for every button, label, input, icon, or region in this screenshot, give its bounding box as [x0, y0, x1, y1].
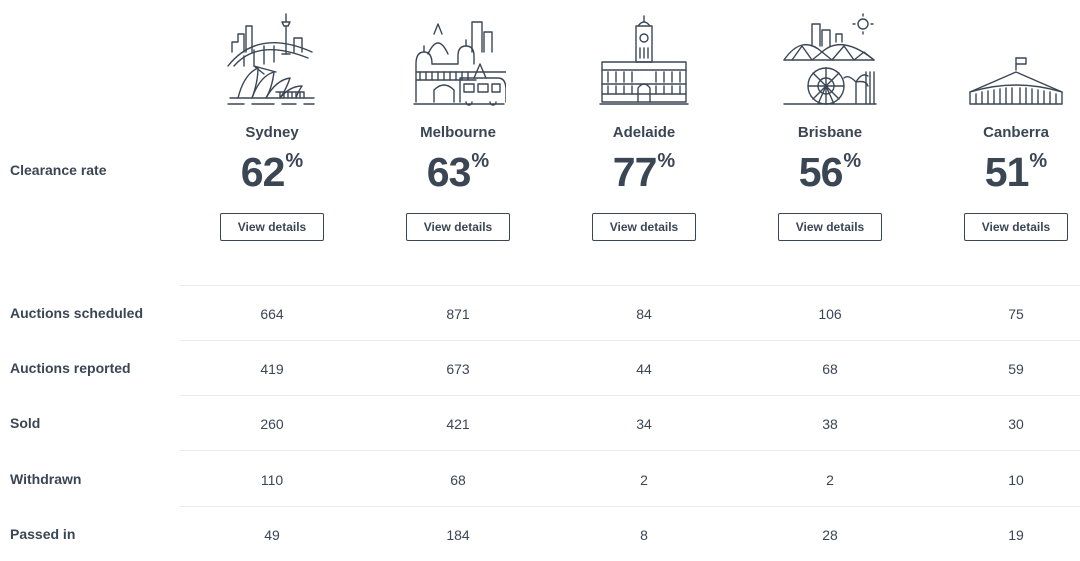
rate-number: 56	[798, 149, 844, 195]
row-divider	[180, 285, 1080, 286]
clearance-rate-value: 77%	[549, 148, 739, 196]
row-label: Passed in	[10, 526, 76, 542]
table-cell: 68	[822, 361, 838, 377]
table-cell: 2	[826, 472, 834, 488]
table-cell: 2	[640, 472, 648, 488]
table-cell: 38	[822, 416, 838, 432]
city-name: Adelaide	[612, 124, 676, 141]
row-divider	[180, 340, 1080, 341]
table-cell: 419	[260, 361, 284, 377]
rate-number: 77	[612, 149, 658, 195]
city-column-brisbane: Brisbane 56% View details	[735, 0, 925, 260]
view-details-button-brisbane[interactable]: View details	[778, 213, 882, 241]
city-name: Canberra	[983, 124, 1049, 141]
table-cell: 664	[260, 306, 284, 322]
table-cell: 110	[260, 472, 284, 488]
adelaide-townhall-icon	[596, 12, 692, 108]
canberra-parliament-icon	[968, 12, 1064, 108]
melbourne-skyline-icon	[410, 12, 506, 108]
table-cell: 30	[1008, 416, 1024, 432]
table-cell: 8	[640, 527, 648, 543]
rate-number: 63	[426, 149, 472, 195]
table-cell: 34	[636, 416, 652, 432]
row-label: Sold	[10, 415, 41, 431]
table-cell: 28	[822, 527, 838, 543]
table-cell: 59	[1008, 361, 1024, 377]
brisbane-skyline-icon	[782, 12, 878, 108]
row-label: Withdrawn	[10, 471, 82, 487]
table-cell: 49	[264, 527, 280, 543]
table-cell: 68	[450, 472, 466, 488]
table-cell: 44	[636, 361, 652, 377]
view-details-button-melbourne[interactable]: View details	[406, 213, 510, 241]
row-divider	[180, 395, 1080, 396]
table-cell: 84	[636, 306, 652, 322]
city-column-melbourne: Melbourne 63% View details	[363, 0, 553, 260]
rate-number: 62	[240, 149, 286, 195]
view-details-button-sydney[interactable]: View details	[220, 213, 324, 241]
city-name: Brisbane	[797, 124, 863, 141]
clearance-rate-value: 63%	[363, 148, 553, 196]
clearance-rate-value: 51%	[921, 148, 1080, 196]
row-label: Auctions scheduled	[10, 305, 144, 321]
table-cell: 421	[446, 416, 470, 432]
city-column-canberra: Canberra 51% View details	[921, 0, 1080, 260]
table-cell: 184	[446, 527, 470, 543]
table-cell: 106	[818, 306, 842, 322]
table-cell: 871	[446, 306, 470, 322]
row-divider	[180, 450, 1080, 451]
table-cell: 75	[1008, 306, 1024, 322]
city-column-sydney: Sydney 62% View details	[177, 0, 367, 260]
table-cell: 19	[1008, 527, 1024, 543]
row-label: Auctions reported	[10, 360, 131, 376]
rate-number: 51	[984, 149, 1030, 195]
table-cell: 673	[446, 361, 470, 377]
view-details-button-adelaide[interactable]: View details	[592, 213, 696, 241]
percent-sign: %	[657, 150, 676, 172]
table-cell: 260	[260, 416, 284, 432]
percent-sign: %	[285, 150, 304, 172]
sydney-skyline-icon	[224, 12, 320, 108]
clearance-rate-label: Clearance rate	[10, 162, 107, 178]
percent-sign: %	[843, 150, 862, 172]
city-name: Sydney	[245, 124, 299, 141]
clearance-rate-value: 62%	[177, 148, 367, 196]
percent-sign: %	[1029, 150, 1048, 172]
percent-sign: %	[471, 150, 490, 172]
row-divider	[180, 506, 1080, 507]
city-name: Melbourne	[420, 124, 496, 141]
city-column-adelaide: Adelaide 77% View details	[549, 0, 739, 260]
view-details-button-canberra[interactable]: View details	[964, 213, 1068, 241]
clearance-rate-value: 56%	[735, 148, 925, 196]
table-cell: 10	[1008, 472, 1024, 488]
